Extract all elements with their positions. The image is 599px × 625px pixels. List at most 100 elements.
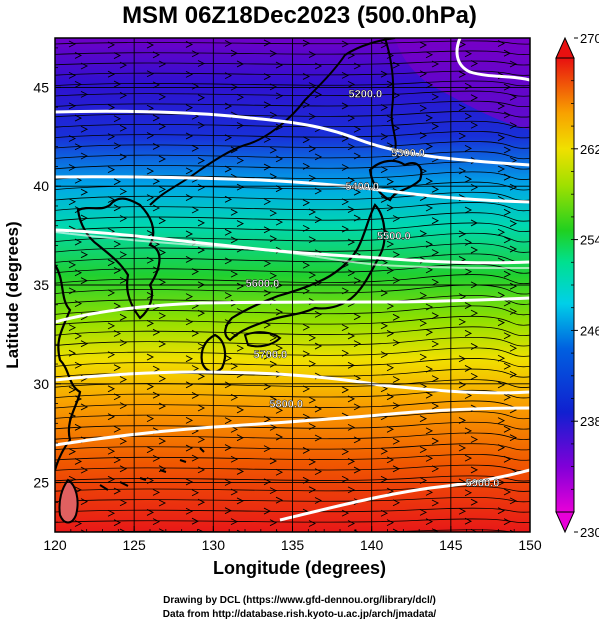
wind-arrow	[224, 417, 233, 425]
wind-arrow	[497, 381, 506, 389]
wind-arrow	[68, 287, 77, 295]
wind-arrow	[113, 115, 122, 123]
wind-arrow	[263, 39, 272, 47]
wind-arrow	[509, 282, 518, 290]
wind-arrow	[185, 230, 194, 238]
wind-arrow	[152, 328, 161, 336]
streamline	[55, 497, 530, 503]
wind-arrow	[158, 402, 167, 410]
cold-region	[395, 38, 530, 130]
wind-arrow	[347, 486, 356, 494]
wind-arrow	[236, 282, 245, 290]
wind-arrow	[353, 90, 362, 98]
wind-arrow	[269, 146, 278, 154]
wind-arrow	[146, 132, 155, 139]
wind-arrow	[263, 321, 272, 329]
wind-arrow	[497, 354, 506, 362]
wind-arrow	[146, 70, 155, 78]
wind-arrow	[503, 518, 512, 526]
wind-arrow	[269, 111, 278, 119]
wind-arrow	[80, 277, 89, 285]
wind-arrow	[80, 498, 89, 506]
streamline	[55, 40, 530, 45]
wind-arrow	[464, 175, 473, 183]
wind-arrow	[425, 51, 434, 59]
wind-arrow	[308, 271, 317, 279]
wind-arrow	[80, 188, 89, 196]
wind-arrow	[425, 204, 434, 212]
wind-arrow	[224, 165, 233, 173]
wind-arrow	[464, 365, 473, 372]
wind-arrow	[68, 164, 77, 171]
wind-arrow	[314, 187, 323, 195]
wind-arrow	[458, 444, 467, 452]
wind-arrow	[158, 123, 167, 130]
wind-arrow	[185, 256, 194, 263]
colorbar-tick-label: 270	[580, 31, 599, 46]
wind-arrow	[191, 489, 200, 497]
wind-arrow	[386, 364, 395, 372]
wind-arrow	[341, 261, 350, 269]
wind-arrow	[74, 361, 83, 369]
wind-arrow	[269, 83, 278, 91]
wind-arrow	[503, 146, 512, 154]
coastline-ryukyu	[99, 447, 205, 491]
contour-5200-line	[55, 109, 530, 167]
wind-arrow	[107, 196, 116, 203]
wind-arrow	[269, 272, 278, 280]
wind-arrow	[107, 41, 116, 49]
wind-arrow	[308, 334, 317, 342]
contour-label: 5300.0	[391, 148, 425, 160]
wind-arrow	[146, 256, 155, 264]
wind-arrow	[308, 458, 317, 466]
wind-arrow	[347, 114, 356, 122]
y-tick-label: 35	[33, 277, 49, 293]
wind-arrow	[119, 376, 128, 383]
wind-arrow	[113, 52, 122, 59]
wind-arrow	[68, 386, 77, 394]
wind-arrow	[392, 276, 401, 284]
wind-arrow	[197, 60, 206, 67]
wind-arrow	[308, 174, 317, 182]
wind-arrow	[431, 217, 440, 225]
wind-arrow	[236, 468, 245, 475]
wind-arrow	[236, 157, 245, 164]
wind-arrow	[503, 393, 512, 401]
wind-arrow	[497, 319, 506, 327]
wind-arrow	[353, 214, 362, 222]
wind-arrow	[431, 499, 440, 507]
x-tick-label: 145	[439, 537, 463, 553]
wind-arrow	[425, 518, 434, 526]
wind-arrow	[308, 51, 317, 58]
wind-arrow	[431, 123, 440, 130]
wind-arrow	[263, 383, 272, 391]
wind-arrow	[470, 466, 479, 474]
wind-arrow	[425, 114, 434, 122]
wind-arrow	[302, 287, 311, 295]
x-tick-label: 135	[281, 537, 305, 553]
wind-arrow	[380, 447, 389, 455]
wind-arrow	[503, 488, 512, 496]
wind-arrow	[347, 238, 356, 246]
wind-arrow	[392, 339, 401, 347]
wind-arrow	[392, 376, 401, 383]
wind-arrow	[341, 225, 350, 233]
wind-arrow	[419, 319, 428, 327]
wind-arrow	[119, 188, 128, 195]
wind-arrow	[158, 437, 167, 445]
wind-arrow	[107, 385, 116, 393]
x-tick-label: 130	[202, 537, 226, 553]
wind-arrow	[458, 104, 467, 111]
wind-arrow	[470, 183, 479, 191]
colorbar-top-arrow	[555, 36, 575, 59]
wind-arrow	[302, 385, 311, 393]
wind-arrow	[386, 487, 395, 495]
wind-arrow	[386, 425, 395, 433]
wind-arrow	[185, 293, 194, 301]
wind-arrow	[308, 360, 317, 368]
wind-arrow	[419, 353, 428, 361]
wind-arrow	[470, 436, 479, 443]
wind-arrow	[431, 465, 440, 473]
streamline	[55, 263, 530, 274]
wind-arrow	[464, 82, 473, 90]
